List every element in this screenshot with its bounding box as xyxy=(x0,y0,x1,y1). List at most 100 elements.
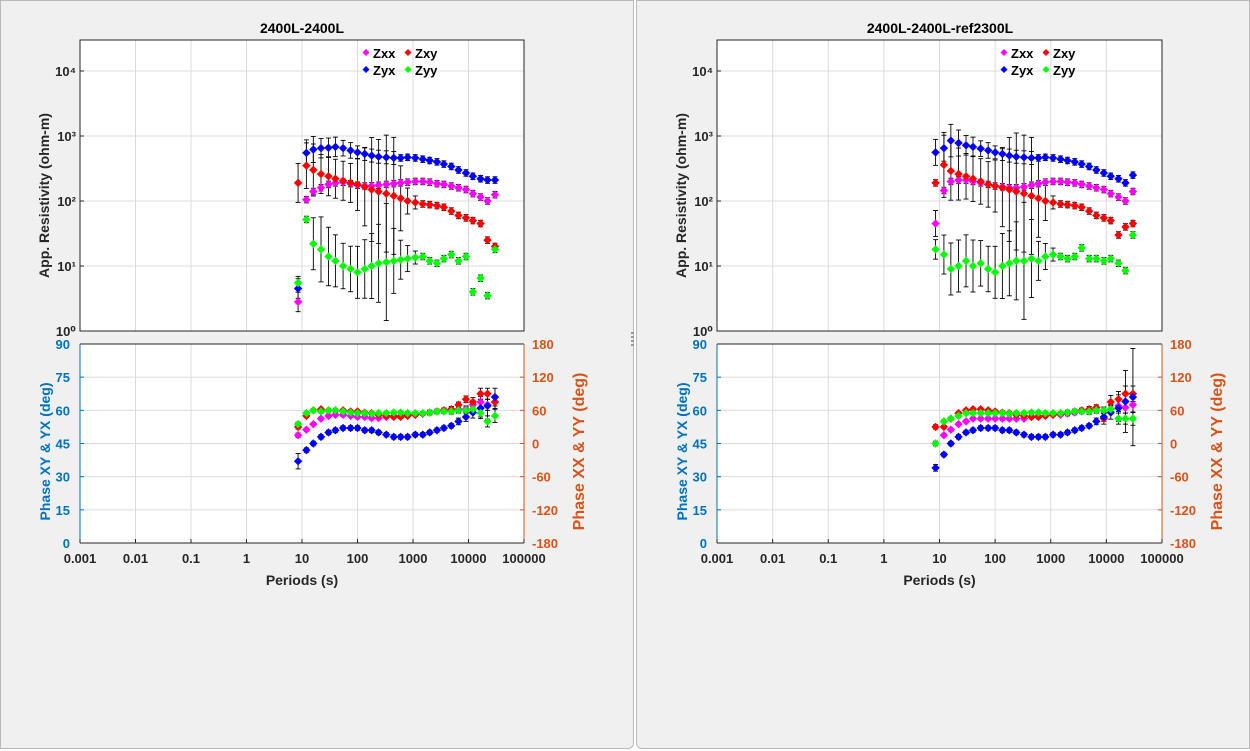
rho-point-zxx xyxy=(490,190,500,199)
rho-point-zxx xyxy=(1070,178,1079,188)
rho-point-zxy xyxy=(360,182,369,192)
phase-point-zyx xyxy=(1027,432,1036,442)
phase-point-zxx xyxy=(983,414,993,423)
rho-point-zyx xyxy=(1056,154,1065,164)
x-axis-label: Periods (s) xyxy=(266,572,338,588)
rho-point-zxy xyxy=(454,211,463,220)
phase-point-zyy xyxy=(476,408,485,418)
phase-point-zyy xyxy=(1084,407,1094,416)
phase-point-zyy xyxy=(946,414,956,423)
rho-point-zyy xyxy=(1128,230,1138,240)
phase-left-tick-label: 75 xyxy=(693,370,707,385)
rho-point-zyx xyxy=(983,146,993,155)
rho-point-zxy xyxy=(293,178,303,188)
x-tick-label: 1 xyxy=(243,551,250,566)
phase-point-zyy xyxy=(1063,408,1072,417)
rho-point-zxy xyxy=(346,178,355,188)
rho-point-zyy xyxy=(367,261,376,271)
rho-point-zxy xyxy=(353,180,362,189)
phase-left-tick-label: 75 xyxy=(56,370,70,385)
rho-point-zyy xyxy=(316,245,326,254)
rho-y-tick-label: 10⁴ xyxy=(692,64,713,79)
phase-point-zyx xyxy=(1034,432,1043,442)
phase-point-zxx xyxy=(1121,403,1130,412)
phase-point-zyx xyxy=(1114,403,1123,413)
phase-point-zyx xyxy=(483,401,492,411)
rho-point-zxy xyxy=(946,166,956,176)
rho-point-zyx xyxy=(483,175,492,185)
rho-point-zxy xyxy=(1041,196,1050,206)
rho-point-zxy xyxy=(1077,203,1086,212)
rho-point-zyx xyxy=(1077,159,1086,169)
phase-point-zyy xyxy=(968,408,978,418)
phase-point-zxx xyxy=(968,414,978,423)
rho-y-tick-label: 10² xyxy=(57,194,76,209)
rho-point-zyx xyxy=(998,149,1007,159)
phase-point-zyy xyxy=(976,408,985,418)
rho-point-zyx xyxy=(1034,153,1043,163)
x-tick-label: 0.001 xyxy=(701,551,734,566)
rho-point-zyx xyxy=(454,165,463,175)
phase-point-zyx xyxy=(1070,426,1079,435)
phase-point-zxx xyxy=(302,425,311,434)
rho-point-zxy xyxy=(1121,222,1130,232)
x-tick-label: 10000 xyxy=(450,551,486,566)
rho-point-zyy xyxy=(1041,252,1050,261)
rho-point-zyy xyxy=(954,261,963,271)
rho-point-zyx xyxy=(418,154,427,164)
legend-marker xyxy=(1000,49,1008,56)
rho-point-zyy xyxy=(293,278,303,288)
rho-point-zxy xyxy=(432,201,442,210)
rho-point-zyy xyxy=(302,215,311,224)
phase-point-zxy xyxy=(1121,389,1130,398)
rho-axes-box xyxy=(79,39,525,332)
rho-point-zyx xyxy=(961,141,971,150)
rho-point-zxy xyxy=(468,216,478,225)
phase-left-tick-label: 45 xyxy=(56,437,70,452)
phase-point-zyy xyxy=(1027,408,1036,417)
phase-point-zyx xyxy=(403,432,412,442)
rho-point-zxy xyxy=(324,172,333,181)
phase-left-tick-label: 60 xyxy=(56,403,70,418)
x-tick-label: 100 xyxy=(984,551,1006,566)
rho-point-zxy xyxy=(1128,219,1138,228)
legend-marker xyxy=(404,66,412,73)
rho-point-zxy xyxy=(1063,200,1072,209)
phase-right-tick-label: 0 xyxy=(532,437,539,452)
rho-point-zyy xyxy=(1077,243,1086,253)
phase-point-zyy xyxy=(931,439,940,448)
phase-point-zyy xyxy=(1041,408,1050,418)
phase-point-zyy xyxy=(324,406,333,415)
rho-point-zxx xyxy=(293,297,303,307)
rho-point-zyx xyxy=(476,174,485,183)
phase-point-zxy xyxy=(490,397,500,407)
rho-point-zyy xyxy=(1084,254,1094,263)
rho-point-zyy xyxy=(1012,256,1021,266)
rho-point-zxy xyxy=(439,203,449,212)
phase-point-zyx xyxy=(324,428,333,437)
legend-marker xyxy=(362,49,370,56)
rho-y-tick-label: 10² xyxy=(694,194,713,209)
phase-left-tick-label: 15 xyxy=(56,503,70,518)
rho-point-zyy xyxy=(382,257,391,267)
rho-point-zyy xyxy=(338,261,348,271)
phase-point-zxx xyxy=(954,419,963,429)
phase-point-zyy xyxy=(338,407,348,416)
x-tick-label: 1000 xyxy=(1036,551,1065,566)
x-tick-label: 100000 xyxy=(1140,551,1183,566)
rho-y-tick-label: 10¹ xyxy=(694,259,713,274)
rho-point-zyy xyxy=(331,256,340,266)
splitter-handle[interactable] xyxy=(631,332,634,346)
rho-point-zyy xyxy=(374,259,383,268)
rho-point-zyy xyxy=(1063,254,1072,263)
phase-point-zyx xyxy=(1128,392,1138,402)
phase-point-zxy xyxy=(389,412,398,422)
rho-point-zxy xyxy=(976,177,985,186)
rho-point-zxx xyxy=(1099,185,1109,194)
phase-point-zyy xyxy=(389,408,398,417)
rho-point-zxx xyxy=(461,185,471,194)
rho-point-zyx xyxy=(461,168,471,178)
rho-point-zxy xyxy=(338,176,348,185)
phase-point-zyx xyxy=(367,426,376,435)
phase-point-zyy xyxy=(1048,408,1058,418)
